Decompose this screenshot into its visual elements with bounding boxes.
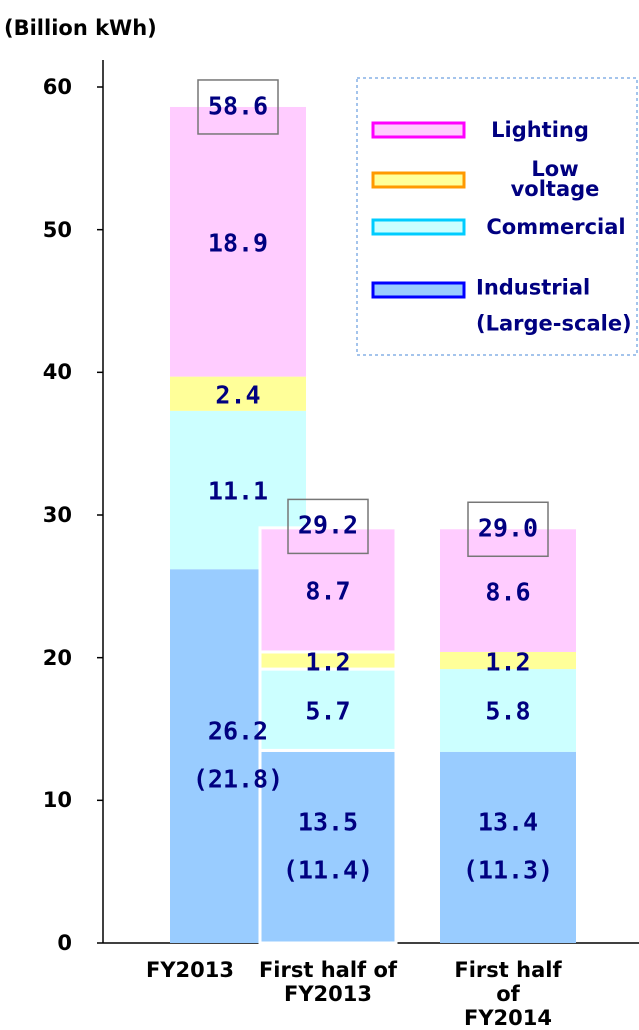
total-box [197, 79, 279, 135]
legend-label: Industrial (Large-scale) [476, 275, 632, 335]
total-label: 29.2 [297, 511, 359, 541]
legend-swatch [371, 218, 466, 236]
legend-swatch [371, 281, 466, 299]
sub-value-label: (21.8) [192, 764, 284, 794]
x-tick-label: First half of FY2013 [258, 958, 398, 1007]
bar-segment [440, 529, 576, 652]
bar-segment [440, 651, 576, 670]
total-label: 29.0 [477, 513, 539, 543]
data-label: 1.2 [305, 647, 351, 677]
legend-label: Commercial [486, 214, 626, 239]
bar-segment [258, 526, 398, 654]
legend-swatch [371, 171, 466, 189]
data-label: 2.4 [215, 380, 261, 410]
data-label: 11.1 [207, 476, 269, 506]
data-label: 18.9 [207, 228, 269, 258]
bar-segment [170, 106, 306, 377]
data-label: 13.5 [297, 807, 359, 837]
y-tick-label: 40 [42, 360, 72, 385]
bar-segment [258, 748, 398, 945]
total-box [467, 501, 549, 558]
y-tick-label: 30 [42, 502, 72, 527]
bar-segment [170, 376, 306, 411]
data-label: 8.6 [485, 577, 531, 607]
total-label: 58.6 [207, 91, 269, 121]
y-tick-label: 50 [42, 217, 72, 242]
bar-segment [440, 669, 576, 752]
bar-segment [440, 751, 576, 943]
legend-swatch [371, 121, 466, 139]
legend-box [356, 77, 638, 356]
y-tick-label: 20 [42, 645, 72, 670]
sub-value-label: (11.4) [282, 855, 374, 885]
data-label: 26.2 [207, 716, 269, 746]
total-box [287, 498, 369, 555]
data-label: 5.8 [485, 697, 531, 727]
y-tick-label: 60 [42, 74, 72, 99]
data-label: 5.7 [305, 696, 351, 726]
legend-label: Lighting [491, 117, 589, 142]
data-label: 13.4 [477, 808, 539, 838]
y-tick-label: 0 [57, 930, 72, 955]
x-tick-label: First half of FY2014 [454, 958, 562, 1030]
y-axis-title: (Billion kWh) [4, 15, 157, 40]
legend-label: Low voltage [510, 157, 600, 201]
sub-value-label: (11.3) [462, 856, 554, 886]
y-tick-label: 10 [42, 788, 72, 813]
data-label: 8.7 [305, 576, 351, 606]
x-tick-label: FY2013 [146, 958, 234, 982]
data-label: 1.2 [485, 647, 531, 677]
bar-segment [258, 667, 398, 752]
